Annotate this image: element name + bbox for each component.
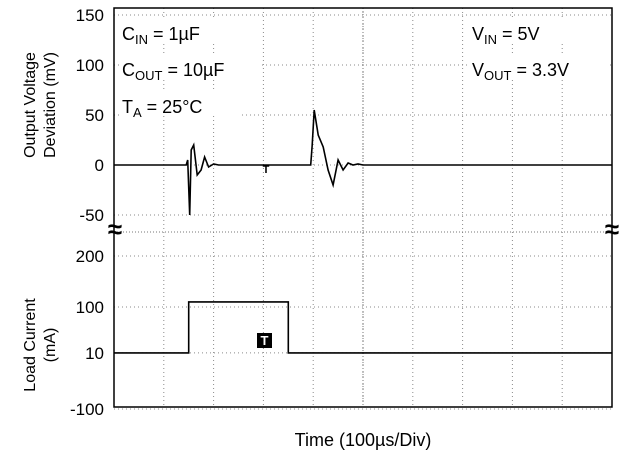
y-tick-labels: -50 0 50 100 150 -100 10 100 200	[70, 6, 104, 419]
traces	[114, 109, 612, 354]
break-symbol-right: ≈	[605, 214, 619, 244]
y-tick-label: -50	[79, 206, 104, 225]
annotation-ta: TA = 25°C	[120, 92, 240, 120]
trigger-marker-voltage: T	[263, 164, 270, 176]
svg-text:VIN = 5V: VIN = 5V	[472, 24, 540, 47]
annotation-cout: COUT = 10µF	[120, 55, 260, 83]
svg-text:CIN = 1µF: CIN = 1µF	[122, 24, 200, 47]
y-tick-label: 10	[85, 344, 104, 363]
x-axis-title: Time (100µs/Div)	[295, 430, 432, 450]
voltage-ylabel-line2: Deviation (mV)	[42, 52, 59, 158]
y-tick-label: 200	[76, 247, 104, 266]
y-tick-label: 150	[76, 6, 104, 25]
current-trace	[114, 301, 612, 354]
annotation-vout: VOUT = 3.3V	[470, 55, 608, 83]
trigger-marker-current: T	[257, 333, 272, 348]
plot-frame	[113, 7, 613, 408]
y-tick-label: -100	[70, 400, 104, 419]
annotation-cin: CIN = 1µF	[120, 19, 245, 47]
y-tick-label: 0	[95, 156, 104, 175]
svg-text:TA = 25°C: TA = 25°C	[122, 97, 202, 120]
y-tick-label: 100	[76, 298, 104, 317]
current-ylabel-line1: Load Current	[22, 298, 39, 392]
y-tick-label: 50	[85, 106, 104, 125]
annotation-vin: VIN = 5V	[470, 19, 570, 47]
voltage-trace	[114, 109, 612, 216]
current-ylabel-line2: (mA)	[42, 328, 59, 363]
svg-text:VOUT = 3.3V: VOUT = 3.3V	[472, 60, 569, 83]
svg-text:COUT = 10µF: COUT = 10µF	[122, 60, 224, 83]
svg-text:T: T	[261, 333, 269, 348]
break-symbol-left: ≈	[108, 214, 122, 244]
y-tick-label: 100	[76, 56, 104, 75]
svg-text:T: T	[263, 164, 270, 176]
voltage-ylabel-line1: Output Voltage	[22, 52, 39, 158]
